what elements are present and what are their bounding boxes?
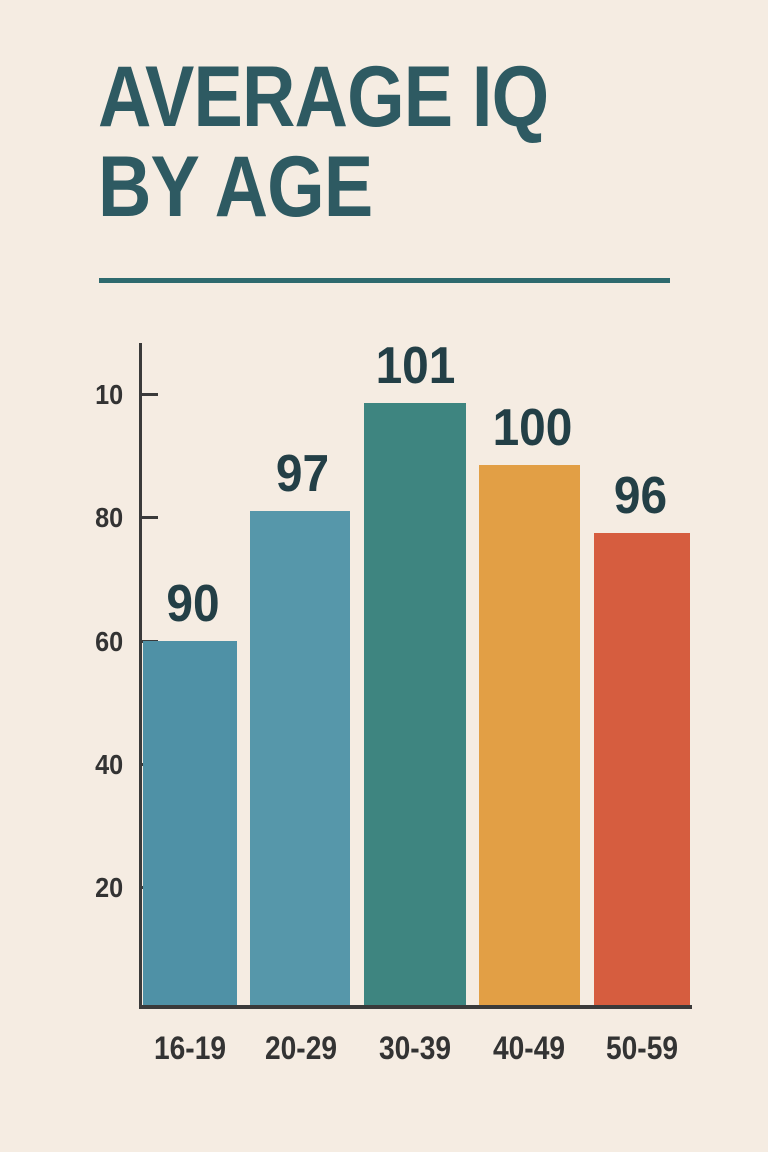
x-category-label: 40-49: [492, 1030, 566, 1066]
y-tick-mark: [142, 516, 158, 519]
x-category-label: 20-29: [264, 1030, 338, 1066]
bar-30-39: [364, 403, 466, 1005]
bar-50-59: [594, 533, 690, 1005]
y-tick-label: 40: [94, 749, 123, 780]
y-tick-label: 10: [94, 379, 123, 410]
bar-value-label: 100: [492, 399, 573, 457]
bar-16-19: [143, 641, 237, 1005]
bar-value-label: 101: [375, 337, 456, 395]
x-category-label: 30-39: [378, 1030, 452, 1066]
bar-value-label: 96: [613, 467, 668, 525]
y-tick-label: 20: [94, 872, 123, 903]
chart-title-line-1: AVERAGE IQ: [98, 49, 549, 145]
chart-title-line-2: BY AGE: [98, 139, 373, 235]
bar-value-label: 97: [275, 445, 330, 503]
y-tick-mark: [142, 393, 158, 396]
x-axis-line: [139, 1005, 692, 1009]
chart-title: AVERAGE IQ BY AGE: [98, 49, 549, 235]
bar-20-29: [250, 511, 350, 1005]
title-divider: [99, 278, 670, 283]
y-axis-line: [139, 343, 142, 1009]
bar-value-label: 90: [166, 575, 220, 633]
y-tick-label: 80: [94, 502, 123, 533]
x-category-label: 50-59: [605, 1030, 679, 1066]
bar-40-49: [479, 465, 580, 1005]
y-tick-label: 60: [94, 626, 123, 657]
x-category-label: 16-19: [153, 1030, 227, 1066]
